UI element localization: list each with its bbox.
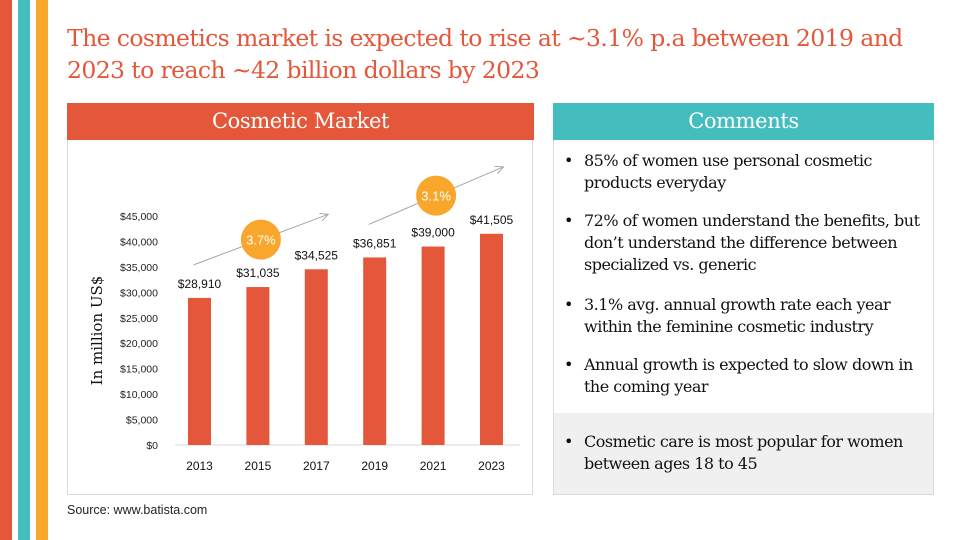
data-label: $28,910 [178,277,222,291]
bar-2023 [480,233,503,445]
y-tick-label: $25,000 [120,313,158,325]
comment-item: • 85% of women use personal cosmetic prod… [564,150,924,194]
chart-panel-header: Cosmetic Market [67,103,534,140]
bar-chart: In million US$ $0 $5,000 $10,000 $15,000 $20,… [88,165,520,473]
x-tick-label: 2019 [361,459,388,473]
comment-text: 85% of women use personal cosmetic produ… [584,151,872,192]
y-tick-label: $40,000 [120,236,158,248]
teal-stripe [18,0,30,540]
comments-panel: • 85% of women use personal cosmetic prod… [553,140,934,495]
bullet-icon: • [564,295,573,314]
growth-rate-label: 3.1% [421,189,451,204]
comment-text: Annual growth is expected to slow down i… [584,355,913,396]
bullet-icon: • [564,355,573,374]
y-tick-label: $20,000 [120,338,158,350]
comment-text: Cosmetic care is most popular for women … [584,432,903,473]
bar-2021 [421,246,445,445]
comment-item: • 72% of women understand the benefits, b… [564,210,924,276]
red-stripe [0,0,12,540]
arrow-head-icon [319,212,330,222]
bullet-icon: • [564,151,573,170]
x-tick-label: 2013 [186,459,213,473]
y-tick-label: $30,000 [120,287,158,299]
data-label: $41,505 [470,213,514,227]
x-tick-label: 2023 [478,459,505,473]
comment-item: • Annual growth is expected to slow down … [564,354,924,398]
chart-panel: In million US$ $0 $5,000 $10,000 $15,000 $20,… [67,140,533,495]
data-label: $39,000 [411,226,455,240]
x-tick-label: 2017 [303,459,330,473]
slide-title: The cosmetics market is expected to rise… [67,24,903,84]
y-tick-label: $15,000 [120,364,158,376]
data-label: $36,851 [353,236,397,250]
bar-2017 [304,269,328,445]
y-tick-label: $45,000 [120,211,158,223]
bullet-icon: • [564,432,573,451]
bar-2015 [246,287,270,445]
comment-text: 72% of women understand the benefits, bu… [584,211,920,274]
comments-panel-header: Comments [553,103,934,140]
growth-rate-label: 3.7% [246,233,276,248]
y-tick-label: $5,000 [126,415,158,427]
bullet-icon: • [564,211,573,230]
arrow-head-icon [494,165,505,174]
y-tick-label: $0 [146,440,158,452]
growth-badge [240,219,281,260]
orange-stripe [36,0,48,540]
growth-badge [416,175,457,216]
bar-2013 [188,297,211,445]
source-note: Source: www.batista.com [67,503,208,517]
highlight-box [554,413,933,494]
y-axis-title: In million US$ [88,276,106,386]
data-label: $31,035 [236,266,280,280]
y-tick-label: $10,000 [120,389,158,401]
comment-item: • Cosmetic care is most popular for women… [564,431,924,475]
comment-text: 3.1% avg. annual growth rate each year w… [584,295,891,336]
y-tick-label: $35,000 [120,262,158,274]
x-tick-label: 2015 [245,459,272,473]
data-label: $34,525 [295,248,339,262]
x-tick-label: 2021 [420,459,447,473]
comment-item: • 3.1% avg. annual growth rate each year … [564,294,924,338]
bar-2019 [363,257,387,445]
